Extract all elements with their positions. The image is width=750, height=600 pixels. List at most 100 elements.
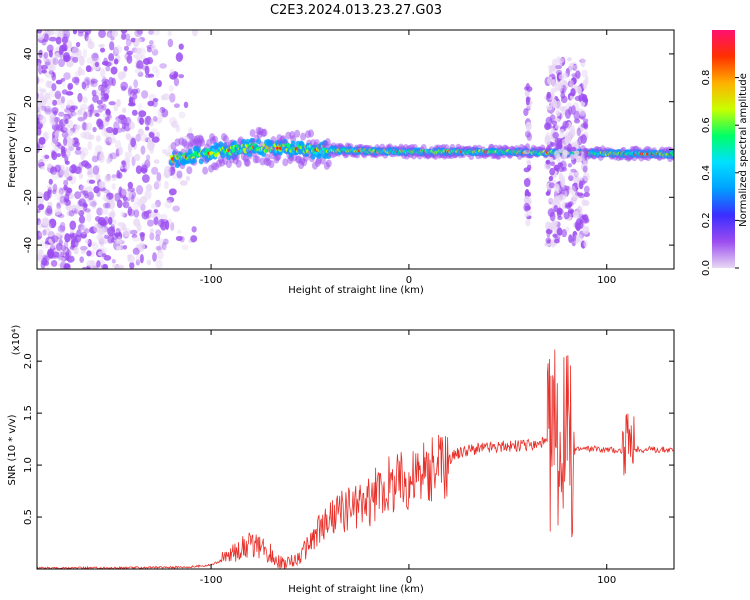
spectrogram-cell xyxy=(152,97,159,103)
spectrogram-cell xyxy=(54,52,60,59)
spectrogram-cell xyxy=(544,135,551,145)
spectrogram-cell xyxy=(120,211,125,218)
spectrogram-cell xyxy=(130,37,136,43)
spectrogram-cell xyxy=(38,231,45,237)
spectrogram-cell xyxy=(111,30,119,38)
spectrogram-cell xyxy=(186,166,193,175)
spectrogram-cell xyxy=(147,142,156,148)
spectrogram-cell xyxy=(104,234,109,240)
spectrogram-cell xyxy=(151,136,160,143)
spectrogram-cell xyxy=(122,245,128,250)
spectrogram-cell xyxy=(47,189,52,199)
spectrogram-cell xyxy=(120,85,127,92)
spectrogram-cell xyxy=(52,57,59,66)
spectrogram-cell xyxy=(44,243,49,249)
spectrogram-cell xyxy=(268,160,275,169)
colorbar-tick-label: 0.6 xyxy=(701,117,712,133)
spectrogram-cell xyxy=(84,239,91,245)
spectrogram-cell xyxy=(56,153,62,158)
spectrogram-cell xyxy=(48,218,57,229)
spectrogram-cell xyxy=(92,94,99,103)
spectrogram-cell xyxy=(91,242,99,251)
spectrogram-cell xyxy=(110,36,115,41)
spectrogram-cell xyxy=(525,121,532,131)
spectrogram-cell xyxy=(569,80,574,89)
spectrogram-cell xyxy=(61,47,68,52)
spectrogram-cell xyxy=(45,108,51,113)
y-tick-label: 1.5 xyxy=(23,405,34,421)
spectrogram-cell xyxy=(49,115,57,126)
spectrogram-cell xyxy=(552,233,558,238)
spectrogram-cell xyxy=(38,92,44,99)
spectrogram-cell xyxy=(75,146,81,151)
spectrogram-cell xyxy=(524,86,529,91)
spectrogram-cell xyxy=(84,30,92,35)
spectrogram-cell xyxy=(545,116,553,127)
spectrogram-cell xyxy=(53,110,58,116)
spectrogram-cell xyxy=(583,118,589,124)
spectrogram-cell xyxy=(169,166,176,175)
spectrogram-cell xyxy=(571,194,579,201)
spectrogram-cell xyxy=(124,151,133,159)
spectrogram-cell xyxy=(37,142,40,148)
spectrogram-cell xyxy=(578,180,584,190)
spectrogram-cell xyxy=(146,47,153,53)
spectrogram-cell xyxy=(82,121,87,131)
spectrogram-cell xyxy=(58,45,64,55)
spectrogram-cell xyxy=(58,262,66,268)
spectrogram-cell xyxy=(157,108,163,118)
spectrogram-cell xyxy=(582,165,588,173)
spectrogram-cell xyxy=(162,93,170,101)
spectrogram-cell xyxy=(104,174,112,183)
x-tick-label: 100 xyxy=(597,275,616,286)
spectrogram-cell xyxy=(140,195,148,204)
spectrogram-cell xyxy=(96,100,103,105)
spectrogram-cell xyxy=(37,230,43,240)
spectrogram-cell xyxy=(570,185,576,196)
spectrogram-cell xyxy=(61,247,68,253)
spectrogram-cell xyxy=(133,209,140,218)
spectrogram-cell xyxy=(102,202,109,209)
spectrogram-cell xyxy=(558,57,565,64)
spectrogram-cell xyxy=(80,147,89,157)
spectrogram-cell xyxy=(560,95,568,104)
spectrogram-cell xyxy=(132,202,140,211)
spectrogram-cell xyxy=(155,245,162,251)
spectrogram-cell xyxy=(100,85,107,93)
spectrogram-cell xyxy=(120,188,128,196)
spectrogram-cell xyxy=(65,252,70,261)
spectrogram-cell xyxy=(120,30,128,34)
spectrogram-cell xyxy=(57,97,65,105)
spectrogram-cell xyxy=(151,44,156,52)
spectrogram-cell xyxy=(325,159,332,168)
spectrogram-cell xyxy=(142,57,151,65)
spectrogram-cell xyxy=(169,92,176,103)
spectrogram-cell xyxy=(139,117,145,125)
spectrogram-cell xyxy=(58,239,63,246)
spectrogram-cell xyxy=(120,116,128,125)
spectrogram-cell xyxy=(167,30,172,37)
spectrogram-cell xyxy=(73,165,81,175)
spectrogram-cell xyxy=(71,46,80,56)
spectrogram-cell xyxy=(84,208,91,213)
spectrogram-cell xyxy=(42,218,50,227)
spectrogram-cell xyxy=(583,240,588,248)
spectrogram-cell xyxy=(96,207,103,216)
spectrogram-cell xyxy=(202,166,209,175)
spectrogram-cell xyxy=(121,32,127,40)
spectrogram-cell xyxy=(92,151,100,162)
spectrogram-cell xyxy=(84,192,89,199)
spectrogram-cell xyxy=(249,129,256,138)
spectrogram-cell xyxy=(573,118,581,124)
spectrogram-cell xyxy=(583,200,590,207)
x-tick-label: 100 xyxy=(597,575,616,586)
spectrogram-cell xyxy=(523,202,531,213)
spectrogram-cell xyxy=(80,150,86,161)
spectrogram-cell xyxy=(164,165,172,176)
spectrogram-cell xyxy=(551,120,558,126)
spectrogram-cell xyxy=(67,82,74,90)
spectrogram-panel: -100 0 100 -40 -20 0 20 40 Height of straight … xyxy=(7,29,675,296)
spectrogram-cell xyxy=(545,191,551,196)
spectrogram-cell xyxy=(74,124,81,131)
spectrogram-cell xyxy=(555,100,562,110)
